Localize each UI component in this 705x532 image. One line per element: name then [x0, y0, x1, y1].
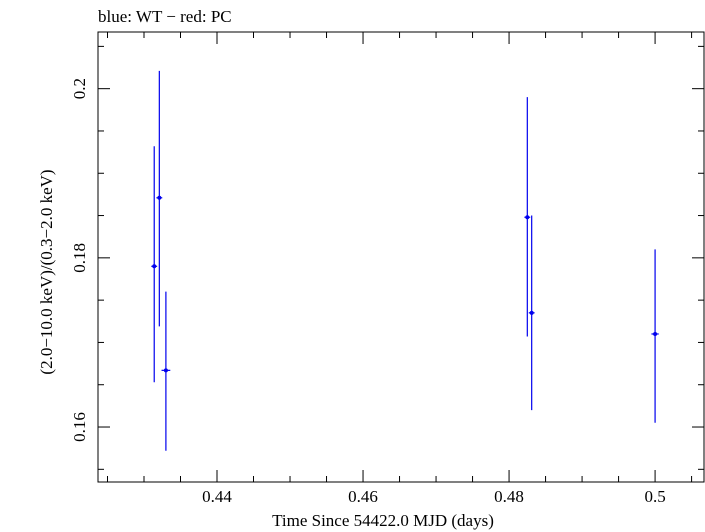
data-point	[525, 215, 530, 220]
y-tick-label: 0.2	[70, 78, 89, 99]
x-tick-label: 0.44	[202, 487, 232, 506]
plot-frame	[97, 31, 705, 483]
y-axis-label: (2.0−10.0 keV)/(0.3−2.0 keV)	[37, 169, 56, 374]
x-tick-label: 0.48	[494, 487, 524, 506]
data-series	[151, 70, 659, 451]
y-tick-label: 0.16	[70, 412, 89, 442]
x-tick-label: 0.5	[644, 487, 665, 506]
data-point	[163, 368, 168, 373]
x-tick-label: 0.46	[348, 487, 378, 506]
x-axis-label: Time Since 54422.0 MJD (days)	[272, 511, 494, 530]
data-point	[653, 331, 658, 336]
chart-title: blue: WT − red: PC	[98, 7, 232, 26]
y-tick-label: 0.18	[70, 243, 89, 273]
x-axis: 0.44 0.46 0.48 0.5	[106, 32, 693, 506]
data-point	[529, 310, 534, 315]
data-point	[152, 264, 157, 269]
data-point	[157, 195, 162, 200]
y-axis: 0.16 0.18 0.2	[70, 45, 704, 470]
